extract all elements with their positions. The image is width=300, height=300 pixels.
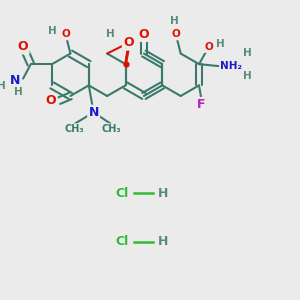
Text: H: H [158, 187, 168, 200]
Text: H: H [0, 81, 6, 91]
Text: H: H [14, 87, 22, 97]
Text: Cl: Cl [115, 187, 128, 200]
Text: Cl: Cl [115, 235, 128, 248]
Text: N: N [88, 106, 99, 119]
Text: H: H [243, 71, 252, 81]
Text: O: O [46, 94, 56, 107]
Text: O: O [139, 28, 149, 41]
Text: NH₂: NH₂ [220, 61, 242, 71]
Text: H: H [216, 39, 225, 49]
Text: O: O [18, 40, 28, 53]
Text: H: H [243, 48, 252, 58]
Text: CH₃: CH₃ [101, 124, 121, 134]
Text: N: N [10, 74, 21, 87]
Text: H: H [169, 16, 178, 26]
Text: H: H [48, 26, 56, 36]
Text: O: O [61, 29, 70, 39]
Text: O: O [172, 29, 180, 39]
Text: O: O [123, 36, 134, 50]
Text: O: O [204, 42, 213, 52]
Text: H: H [106, 29, 114, 39]
Text: CH₃: CH₃ [64, 124, 84, 134]
Text: F: F [197, 98, 205, 111]
Text: H: H [158, 235, 168, 248]
